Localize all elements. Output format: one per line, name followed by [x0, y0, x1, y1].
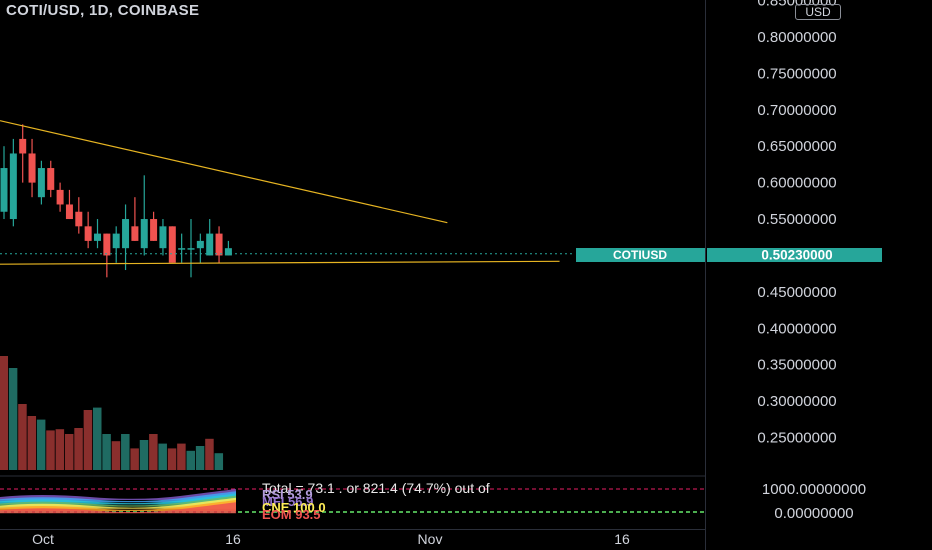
indicator-label-cne: CNE 100.0 [262, 500, 326, 515]
candle-body [28, 153, 36, 183]
price-axis-tick: 0.65000000 [757, 138, 836, 155]
volume-bar [55, 429, 65, 470]
indicator-axis-tick: 0.00000000 [774, 505, 853, 522]
price-tag-value-box [707, 248, 882, 262]
price-axis: 0.850000000.800000000.750000000.70000000… [705, 0, 866, 550]
indicator-band [0, 495, 236, 507]
time-axis: Oct 16 Nov 16 [0, 529, 705, 547]
indicator-label-rsi: RSI 53.9 [262, 487, 313, 502]
price-tag: COTIUSD 0.50230000 [576, 248, 882, 263]
price-axis-tick: 0.35000000 [757, 357, 836, 374]
volume-bar [139, 440, 149, 470]
indicator-label-mfi: MFI 56.9 [262, 494, 314, 509]
indicator-summary: Total = 73.1 . or 821.4 (74.7%) out of [262, 480, 490, 496]
candle-body [159, 226, 167, 249]
price-tag-symbol-box [576, 248, 705, 262]
price-axis-tick: 0.40000000 [757, 320, 836, 337]
candle-body [0, 168, 8, 212]
volume-bar [130, 448, 139, 470]
candle-body [224, 248, 232, 256]
volume-bar [0, 356, 8, 470]
candle-body [94, 233, 101, 241]
volume-bar [64, 434, 74, 470]
volume-bar [149, 434, 158, 470]
volume-bar [27, 416, 37, 470]
volume-bar [111, 441, 121, 470]
time-axis-tick: 16 [614, 531, 630, 547]
volume-bar [214, 453, 224, 470]
volume-bar [158, 443, 167, 470]
indicator-band [0, 489, 236, 500]
indicator-pane [0, 475, 705, 514]
candle-body [196, 240, 204, 249]
candle-body [140, 219, 148, 249]
candlestick-series [0, 124, 232, 278]
candle-body [37, 168, 45, 198]
candle-body [150, 219, 158, 241]
volume-bar [177, 443, 186, 470]
time-axis-tick: 16 [225, 531, 241, 547]
candle-body [187, 248, 195, 250]
indicator-band [0, 493, 236, 505]
price-axis-tick: 0.25000000 [757, 430, 836, 447]
trendline [0, 260, 560, 265]
candle-body [215, 233, 223, 256]
volume-bar [93, 407, 102, 470]
candle-body [65, 204, 73, 220]
indicator-band [0, 497, 236, 509]
indicator-label-eom: EOM 93.5 [262, 507, 321, 522]
candle-body [168, 226, 176, 263]
price-axis-tick: 0.60000000 [757, 175, 836, 192]
symbol-title[interactable]: COTI/USD, 1D, COINBASE [6, 2, 200, 19]
price-tag-symbol: COTIUSD [613, 248, 667, 262]
volume-bar [205, 438, 214, 470]
trendlines [0, 120, 560, 265]
candle-body [112, 233, 120, 249]
volume-bar [36, 419, 46, 470]
candle-body [103, 233, 111, 256]
time-axis-tick: Nov [418, 531, 443, 547]
volume-bar [18, 404, 27, 470]
candle-body [56, 189, 64, 205]
candle-body [84, 226, 92, 241]
price-axis-tick: 0.55000000 [757, 211, 836, 228]
volume-bar [74, 428, 83, 470]
indicator-band [0, 491, 236, 503]
volume-bar [195, 446, 205, 470]
volume-bars [0, 356, 224, 470]
price-axis-tick: 0.80000000 [757, 29, 836, 46]
volume-bar [46, 430, 55, 470]
price-tag-value: 0.50230000 [761, 248, 832, 263]
candle-body [131, 226, 139, 241]
trendline [0, 120, 448, 224]
indicator-band [0, 502, 236, 514]
currency-badge[interactable]: USD [795, 4, 841, 20]
candle-body [9, 153, 17, 220]
volume-bar [83, 410, 93, 470]
indicator-axis-tick: 1000.00000000 [762, 481, 866, 498]
indicator-band [0, 500, 236, 511]
candle-body [206, 233, 214, 256]
volume-bar [8, 368, 18, 470]
price-axis-tick: 0.30000000 [757, 393, 836, 410]
candle-body [75, 211, 83, 227]
price-axis-tick: 0.75000000 [757, 65, 836, 82]
volume-bar [121, 434, 130, 470]
price-axis-tick: 0.70000000 [757, 102, 836, 119]
price-axis-tick: 0.45000000 [757, 284, 836, 301]
candle-body [122, 219, 130, 249]
volume-bar [186, 450, 195, 470]
volume-bar [102, 434, 111, 470]
volume-bar [167, 448, 177, 470]
candle-body [178, 248, 186, 250]
candle-body [19, 138, 27, 154]
candle-body [47, 168, 55, 190]
time-axis-tick: Oct [32, 531, 54, 547]
